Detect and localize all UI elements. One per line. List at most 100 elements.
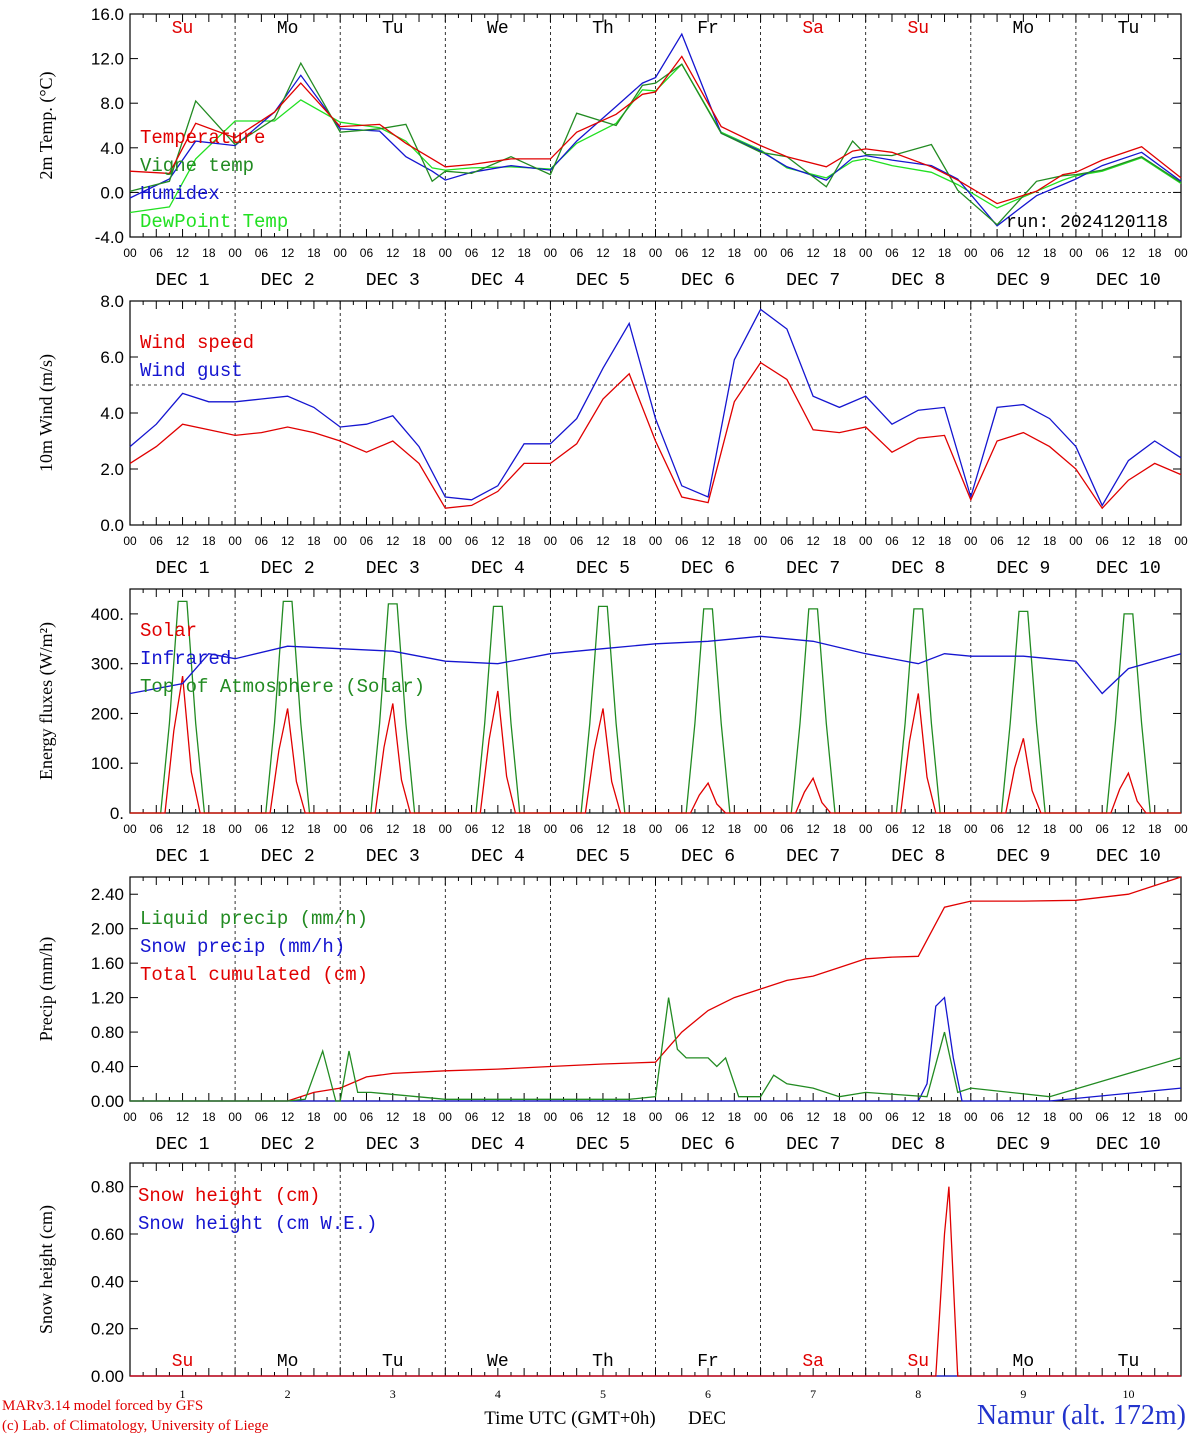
hour-tick-label: 00 xyxy=(754,822,768,836)
hour-tick-label: 06 xyxy=(255,822,269,836)
date-label: DEC 7 xyxy=(786,847,840,867)
hour-tick-label: 00 xyxy=(544,246,558,260)
hour-tick-label: 00 xyxy=(544,534,558,548)
day-number: 10 xyxy=(1122,1387,1134,1401)
total-cumulated-cm-line xyxy=(130,876,1182,1102)
hour-tick-label: 06 xyxy=(255,246,269,260)
hour-tick-label: 06 xyxy=(570,246,584,260)
legend-entry: Snow height (cm W.E.) xyxy=(138,1213,377,1235)
date-label: DEC 10 xyxy=(1096,559,1161,579)
hour-tick-label: 00 xyxy=(964,534,978,548)
hour-tick-label: 18 xyxy=(1148,1110,1162,1124)
hour-tick-label: 06 xyxy=(150,1110,164,1124)
hour-tick-label: 12 xyxy=(596,1110,610,1124)
hour-tick-label: 06 xyxy=(360,534,374,548)
date-label: DEC 9 xyxy=(996,847,1050,867)
date-label: DEC 7 xyxy=(786,559,840,579)
snow-precip-mm-h-line xyxy=(130,996,1182,1102)
hour-tick-label: 18 xyxy=(307,246,321,260)
wind-gust-line xyxy=(129,308,1182,507)
model-credit: MARv3.14 model forced by GFS xyxy=(2,1398,204,1414)
hour-tick-label: 00 xyxy=(1174,246,1188,260)
hour-tick-label: 06 xyxy=(990,822,1004,836)
weekday-label: Tu xyxy=(1118,1352,1140,1372)
infrared-line xyxy=(129,635,1182,695)
hour-tick-label: 00 xyxy=(228,534,242,548)
hour-tick-label: 00 xyxy=(964,822,978,836)
legend-entry: Wind gust xyxy=(140,360,243,382)
hour-tick-label: 18 xyxy=(833,534,847,548)
hour-tick-label: 12 xyxy=(912,534,926,548)
hour-tick-label: 12 xyxy=(806,534,820,548)
date-label: DEC 9 xyxy=(996,559,1050,579)
y-tick-label: 400. xyxy=(91,605,124,624)
weekday-label: Su xyxy=(907,19,929,39)
station-name: Namur (alt. 172m) xyxy=(976,1400,1186,1431)
y-tick-label: 100. xyxy=(91,754,124,773)
weekday-label: Tu xyxy=(1118,19,1140,39)
date-label: DEC 6 xyxy=(681,847,735,867)
hour-tick-label: 06 xyxy=(675,822,689,836)
date-label: DEC 10 xyxy=(1096,847,1161,867)
day-number: 8 xyxy=(915,1387,921,1401)
weekday-label: Sa xyxy=(802,1352,824,1372)
day-number: 9 xyxy=(1020,1387,1026,1401)
hour-tick-label: 12 xyxy=(1017,822,1031,836)
hour-tick-label: 18 xyxy=(517,1110,531,1124)
legend-entry: Wind speed xyxy=(140,332,254,354)
hour-tick-label: 18 xyxy=(307,534,321,548)
date-label: DEC 6 xyxy=(681,271,735,291)
y-tick-label: 16.0 xyxy=(91,5,124,24)
y-tick-label: 1.20 xyxy=(91,989,124,1008)
weekday-label: Mo xyxy=(277,19,299,39)
weekday-label: Sa xyxy=(802,19,824,39)
day-number: 2 xyxy=(285,1387,291,1401)
hour-tick-label: 06 xyxy=(885,822,899,836)
hour-tick-label: 12 xyxy=(491,246,505,260)
y-tick-label: 0.80 xyxy=(91,1178,124,1197)
hour-tick-label: 18 xyxy=(202,822,216,836)
hour-tick-label: 12 xyxy=(1017,534,1031,548)
hour-tick-label: 12 xyxy=(701,1110,715,1124)
date-label: DEC 7 xyxy=(786,271,840,291)
lab-credit: (c) Lab. of Climatology, University of L… xyxy=(2,1418,269,1434)
date-label: DEC 3 xyxy=(366,1135,420,1155)
date-label: DEC 2 xyxy=(261,271,315,291)
hour-tick-label: 00 xyxy=(649,822,663,836)
y-tick-label: 12.0 xyxy=(91,50,124,69)
date-label: DEC 2 xyxy=(261,1135,315,1155)
hour-tick-label: 18 xyxy=(517,246,531,260)
solar-line xyxy=(130,675,1181,814)
date-label: DEC 5 xyxy=(576,559,630,579)
weekday-label: Th xyxy=(592,1352,614,1372)
hour-tick-label: 12 xyxy=(1122,246,1136,260)
hour-tick-label: 12 xyxy=(596,246,610,260)
hour-tick-label: 06 xyxy=(675,534,689,548)
hour-tick-label: 00 xyxy=(439,1110,453,1124)
legend-entry: Temperature xyxy=(140,127,265,149)
hour-tick-label: 00 xyxy=(228,822,242,836)
hour-tick-label: 12 xyxy=(701,534,715,548)
hour-tick-label: 18 xyxy=(1148,534,1162,548)
hour-tick-label: 18 xyxy=(307,822,321,836)
hour-tick-label: 12 xyxy=(491,534,505,548)
hour-tick-label: 18 xyxy=(623,1110,637,1124)
y-tick-label: 2.00 xyxy=(91,920,124,939)
hour-tick-label: 12 xyxy=(1122,822,1136,836)
hour-tick-label: 06 xyxy=(465,246,479,260)
hour-tick-label: 12 xyxy=(596,534,610,548)
hour-tick-label: 06 xyxy=(990,534,1004,548)
hour-tick-label: 12 xyxy=(176,1110,190,1124)
date-label: DEC 8 xyxy=(891,1135,945,1155)
hour-tick-label: 00 xyxy=(1174,822,1188,836)
hour-tick-label: 00 xyxy=(439,822,453,836)
hour-tick-label: 00 xyxy=(754,1110,768,1124)
y-tick-label: 4.0 xyxy=(100,139,124,158)
hour-tick-label: 00 xyxy=(649,534,663,548)
hour-tick-label: 00 xyxy=(228,246,242,260)
hour-tick-label: 06 xyxy=(150,246,164,260)
hour-tick-label: 12 xyxy=(912,822,926,836)
hour-tick-label: 12 xyxy=(386,1110,400,1124)
humidex-line xyxy=(129,32,1182,227)
hour-tick-label: 12 xyxy=(806,246,820,260)
